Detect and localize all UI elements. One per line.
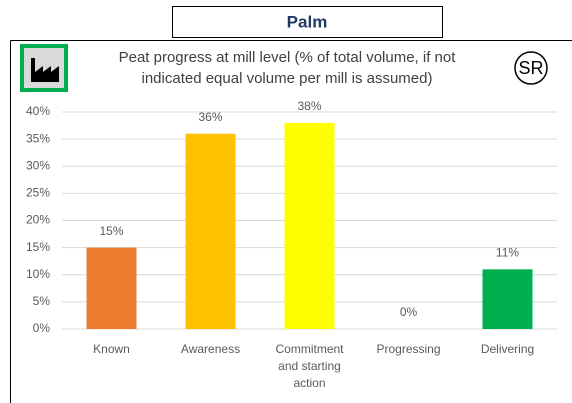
- bar: [284, 122, 335, 329]
- x-tick-label-line: Commitment: [275, 342, 344, 356]
- x-tick-label: Known: [93, 342, 130, 356]
- value-label: 15%: [99, 224, 123, 238]
- y-tick-label: 25%: [26, 186, 50, 200]
- y-tick-label: 35%: [26, 131, 50, 145]
- header-box: [172, 6, 443, 38]
- y-tick-label: 30%: [26, 158, 50, 172]
- factory-icon: [20, 44, 68, 92]
- badge-circle: [514, 51, 548, 85]
- x-tick-label-line: action: [293, 376, 325, 390]
- x-tick-label-line: and starting: [278, 359, 341, 373]
- y-tick-label: 20%: [26, 213, 50, 227]
- chart-title: Peat progress at mill level (% of total …: [119, 49, 457, 66]
- value-label: 11%: [496, 245, 519, 259]
- value-label: 38%: [297, 99, 321, 113]
- value-label: 36%: [198, 110, 222, 124]
- header-title: Palm: [287, 12, 328, 31]
- x-tick-label: Awareness: [181, 342, 240, 356]
- bar: [482, 269, 533, 329]
- bar: [185, 133, 236, 329]
- chart-title: indicated equal volume per mill is assum…: [142, 70, 433, 87]
- y-tick-label: 10%: [26, 267, 50, 281]
- y-tick-label: 0%: [33, 321, 51, 335]
- y-tick-label: 15%: [26, 240, 50, 254]
- x-tick-label: Delivering: [481, 342, 534, 356]
- x-tick-label: Commitment and starting action: [275, 342, 344, 390]
- bar: [86, 247, 137, 329]
- x-tick-label: Progressing: [376, 342, 440, 356]
- badge-text: SR: [518, 58, 543, 78]
- value-label: 0%: [400, 305, 418, 319]
- y-tick-label: 40%: [26, 104, 50, 118]
- y-tick-label: 5%: [33, 294, 51, 308]
